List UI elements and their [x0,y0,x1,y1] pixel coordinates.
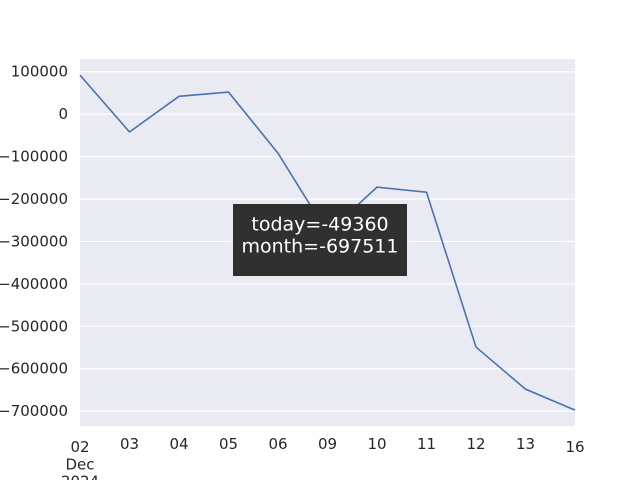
x-tick-label: 06 [268,435,287,453]
x-tick-label: 05 [219,435,238,453]
x-tick-label: 12 [466,435,485,453]
y-tick-label: −700000 [0,402,68,420]
y-tick-label: −200000 [0,190,68,208]
y-tick-label: −400000 [0,275,68,293]
annotation-text: today=-49360 [251,214,388,236]
y-tick-label: −600000 [0,360,68,378]
x-tick-label: 11 [417,435,436,453]
x-tick-label: 13 [516,435,535,453]
x-tick-label: 09 [318,435,337,453]
y-tick-label: −300000 [0,232,68,250]
x-tick-label: 03 [120,435,139,453]
x-tick-label: 10 [367,435,386,453]
y-tick-label: 100000 [11,63,68,81]
x-tick-label: 16 [565,438,584,456]
y-tick-label: −100000 [0,148,68,166]
x-tick-label: 04 [169,435,188,453]
annotation-box [233,204,407,276]
y-tick-label: 0 [58,105,68,123]
x-tick-label: 02Dec2024 [61,438,99,480]
annotation-text: month=-697511 [242,236,399,258]
y-tick-label: −500000 [0,317,68,335]
